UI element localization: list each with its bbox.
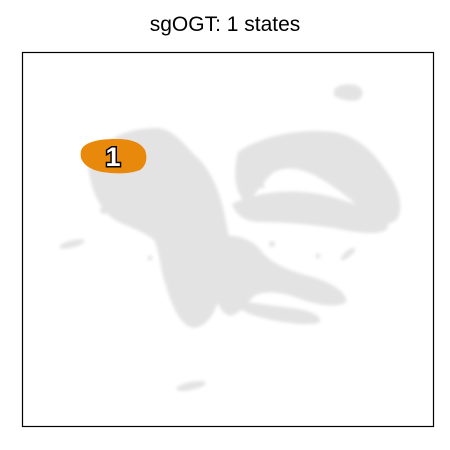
cluster-bottom-island (176, 380, 206, 392)
state-1-region (80, 139, 147, 174)
cluster-middle-band (232, 191, 389, 234)
background-cells (59, 84, 401, 392)
cluster-left-island (59, 239, 85, 249)
cluster-right-strand (340, 247, 356, 261)
chart-title: sgOGT: 1 states (149, 13, 301, 36)
cluster-left-body (88, 128, 230, 328)
state-1-group: 1 (80, 139, 147, 174)
cluster-bottom-tail (230, 300, 321, 325)
cluster-upper-right (235, 130, 401, 224)
cluster-ring-island (334, 84, 363, 101)
cluster-lower-strand (212, 235, 347, 316)
state-1-label: 1 (105, 142, 120, 172)
